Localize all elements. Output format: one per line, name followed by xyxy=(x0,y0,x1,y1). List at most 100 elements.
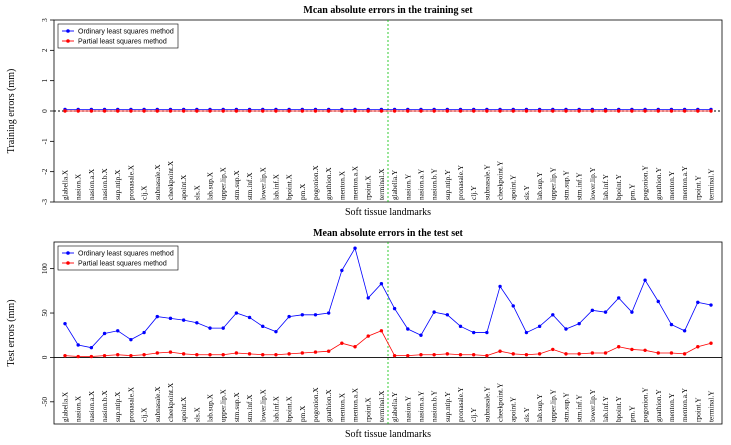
data-point-pls xyxy=(287,109,291,113)
x-tick-label: rpoint.X xyxy=(364,397,373,422)
legend-entry-label: Partial least squares method xyxy=(78,260,167,267)
data-point-ols xyxy=(524,330,529,335)
data-point-pls xyxy=(709,109,713,113)
legend-swatch-marker xyxy=(66,39,70,43)
x-tick-label: sup.ntip.Y xyxy=(443,391,452,422)
x-tick-label: upper.lip.X xyxy=(219,388,228,422)
data-point-ols xyxy=(76,343,80,347)
data-point-ols xyxy=(643,278,647,282)
x-tick-label: nasion.b.Y xyxy=(430,390,439,422)
data-point-pls xyxy=(340,109,344,113)
data-point-ols xyxy=(445,313,450,317)
data-point-pls xyxy=(89,354,94,359)
x-tick-label: stm.sup.X xyxy=(232,170,241,200)
x-tick-label: rpoint.Y xyxy=(693,175,702,200)
data-point-pls xyxy=(603,351,608,355)
data-point-pls xyxy=(511,352,515,356)
data-point-pls xyxy=(696,109,700,113)
x-tick-label: gnathion.Y xyxy=(654,389,663,422)
data-point-pls xyxy=(682,109,687,113)
x-tick-label: nasion.a.Y xyxy=(416,390,425,422)
x-tick-label: cheekpoint.Y xyxy=(496,160,505,200)
x-tick-label: menton.a.Y xyxy=(680,387,689,422)
legend-box xyxy=(57,23,179,49)
data-point-pls xyxy=(617,109,621,113)
x-tick-label: pogonion.X xyxy=(311,165,320,200)
chart-title: Mcan absolute errors in the training set xyxy=(303,5,473,16)
data-point-pls xyxy=(313,109,318,113)
data-point-ols xyxy=(168,316,173,321)
data-point-pls xyxy=(643,348,647,353)
x-tick-label: sls.Y xyxy=(522,406,531,422)
data-point-pls xyxy=(366,109,370,113)
x-tick-label: subnasale.X xyxy=(153,386,162,422)
data-point-pls xyxy=(208,109,212,113)
data-point-pls xyxy=(603,109,608,113)
x-tick-label: nasion.X xyxy=(74,395,83,422)
x-tick-label: terminal.Y xyxy=(707,390,716,422)
x-axis-title: Soft tissue landmarks xyxy=(345,429,431,440)
data-point-pls xyxy=(379,329,384,333)
x-tick-label: upper.lip.X xyxy=(219,166,228,200)
data-point-pls xyxy=(261,109,265,113)
x-tick-label: lab.inf.X xyxy=(271,395,280,422)
x-tick-label: terminal.X xyxy=(377,168,386,200)
y-tick-label: -2 xyxy=(40,168,49,174)
data-point-pls xyxy=(353,109,357,113)
data-point-pls xyxy=(696,345,700,349)
x-tick-label: rpoint.X xyxy=(364,175,373,200)
data-point-ols xyxy=(696,300,700,305)
data-point-pls xyxy=(392,353,397,358)
x-tick-label: lower.lip.X xyxy=(258,388,267,422)
x-tick-label: lower.lip.X xyxy=(258,166,267,200)
y-tick-label: -50 xyxy=(40,397,49,407)
x-tick-label: lab.inf.Y xyxy=(601,395,610,422)
x-tick-label: sls.Y xyxy=(522,184,531,200)
x-tick-label: pm.X xyxy=(298,405,307,422)
data-point-pls xyxy=(551,109,555,113)
data-point-pls xyxy=(129,109,133,113)
y-axis-title: Test errors (mm) xyxy=(6,299,17,366)
y-tick-label: -3 xyxy=(40,199,49,205)
x-tick-label: cheekpoint.Y xyxy=(496,382,505,422)
x-tick-label: pogonion.Y xyxy=(641,387,650,422)
data-point-ols xyxy=(682,329,687,333)
x-tick-label: menton.Y xyxy=(667,170,676,200)
data-point-ols xyxy=(221,326,225,330)
data-point-pls xyxy=(247,109,252,113)
data-point-ols xyxy=(485,330,489,335)
data-point-pls xyxy=(142,109,146,113)
data-point-pls xyxy=(102,109,107,113)
data-point-ols xyxy=(458,324,463,329)
data-point-ols xyxy=(419,333,423,337)
x-tick-label: lab.inf.X xyxy=(271,173,280,200)
data-point-pls xyxy=(630,347,634,352)
data-point-pls xyxy=(195,109,199,113)
data-point-ols xyxy=(471,330,476,335)
x-tick-label: clj.Y xyxy=(469,185,478,200)
y-tick-label: 1 xyxy=(40,78,49,82)
data-point-ols xyxy=(577,321,581,326)
data-point-ols xyxy=(181,318,186,322)
x-tick-label: stm.inf.X xyxy=(245,394,254,422)
data-point-pls xyxy=(300,351,305,355)
x-tick-label: apoint.X xyxy=(179,174,188,200)
x-tick-label: gnathion.Y xyxy=(654,167,663,200)
data-point-pls xyxy=(551,347,555,352)
data-point-pls xyxy=(577,352,581,356)
x-tick-label: pm.Y xyxy=(627,405,636,422)
data-point-pls xyxy=(406,109,410,113)
data-point-pls xyxy=(669,109,674,113)
data-point-ols xyxy=(590,308,595,313)
x-tick-label: bpoint.X xyxy=(285,174,294,200)
x-tick-label: terminal.Y xyxy=(707,168,716,200)
data-point-ols xyxy=(511,304,515,308)
legend-swatch-marker xyxy=(66,261,70,265)
data-point-ols xyxy=(537,324,542,329)
data-point-pls xyxy=(419,353,423,357)
x-tick-label: apoint.X xyxy=(179,396,188,422)
data-point-ols xyxy=(313,313,318,317)
legend-entry-label: Ordinary least squares method xyxy=(78,28,174,35)
data-point-ols xyxy=(287,314,291,319)
legend-swatch-marker xyxy=(66,251,70,255)
